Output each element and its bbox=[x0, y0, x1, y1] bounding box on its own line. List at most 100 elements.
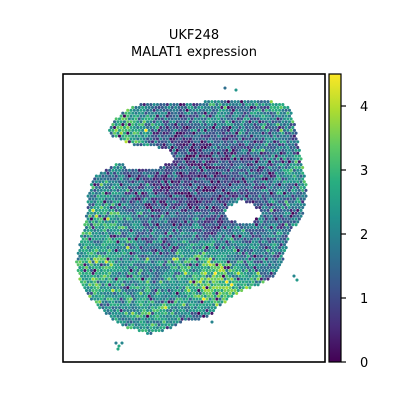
spot bbox=[134, 271, 138, 275]
spot bbox=[182, 137, 186, 141]
spot bbox=[122, 246, 126, 250]
spot bbox=[81, 260, 85, 264]
spot bbox=[136, 268, 140, 273]
spot bbox=[235, 246, 239, 250]
spot bbox=[109, 228, 113, 232]
spot bbox=[233, 180, 237, 184]
spot bbox=[264, 205, 268, 210]
spot bbox=[251, 257, 255, 261]
spot bbox=[245, 154, 249, 158]
spot bbox=[144, 328, 148, 333]
spot bbox=[226, 140, 230, 144]
spot bbox=[94, 220, 98, 224]
spot bbox=[213, 168, 217, 172]
spot bbox=[238, 143, 242, 147]
spot bbox=[157, 203, 161, 207]
spot bbox=[205, 268, 209, 273]
spot bbox=[268, 108, 272, 112]
spot bbox=[198, 286, 202, 290]
spot bbox=[91, 180, 95, 184]
spot bbox=[245, 228, 249, 232]
spot bbox=[121, 294, 125, 298]
spot bbox=[235, 228, 239, 232]
spot bbox=[243, 185, 247, 190]
spot bbox=[99, 200, 103, 204]
spot bbox=[109, 251, 113, 255]
spot bbox=[216, 248, 221, 252]
spot bbox=[190, 123, 194, 127]
spot bbox=[297, 154, 301, 158]
spot bbox=[152, 103, 156, 107]
spot bbox=[137, 231, 141, 235]
spot bbox=[226, 248, 230, 252]
spot bbox=[180, 243, 184, 247]
spot bbox=[271, 263, 275, 267]
spot bbox=[103, 234, 107, 238]
spot bbox=[152, 257, 156, 261]
spot bbox=[241, 108, 245, 112]
spot bbox=[210, 266, 214, 270]
spot bbox=[167, 323, 171, 327]
spot bbox=[132, 286, 136, 290]
spot bbox=[76, 268, 80, 273]
spot bbox=[221, 251, 225, 255]
spot bbox=[170, 208, 174, 212]
spot bbox=[139, 257, 143, 261]
spot bbox=[213, 145, 217, 150]
spot bbox=[152, 137, 156, 141]
spot bbox=[207, 180, 211, 184]
spot bbox=[121, 306, 125, 310]
spot bbox=[76, 251, 80, 255]
spot bbox=[221, 131, 225, 135]
spot bbox=[157, 260, 161, 264]
spot bbox=[119, 240, 123, 244]
spot bbox=[198, 274, 202, 278]
spot bbox=[231, 154, 235, 158]
spot bbox=[159, 246, 163, 250]
spot bbox=[141, 323, 145, 327]
spot bbox=[193, 208, 197, 212]
spot bbox=[292, 174, 296, 178]
spot bbox=[119, 194, 123, 198]
spot bbox=[164, 231, 168, 235]
spot bbox=[131, 117, 135, 121]
spot bbox=[228, 108, 232, 112]
spot bbox=[226, 111, 230, 115]
spot bbox=[248, 143, 252, 147]
spot bbox=[86, 274, 90, 278]
spot bbox=[109, 308, 113, 313]
spot bbox=[164, 208, 168, 212]
spot bbox=[220, 260, 224, 264]
spot bbox=[246, 157, 250, 161]
spot bbox=[254, 280, 258, 284]
spot bbox=[261, 188, 265, 192]
spot bbox=[187, 128, 191, 132]
spot bbox=[108, 168, 112, 172]
spot bbox=[167, 111, 171, 115]
spot bbox=[127, 248, 131, 252]
spot bbox=[96, 286, 100, 290]
spot bbox=[169, 257, 173, 261]
spot bbox=[132, 257, 136, 261]
spot bbox=[169, 108, 173, 112]
spot bbox=[179, 165, 183, 170]
spot bbox=[299, 203, 303, 207]
spot bbox=[253, 231, 257, 235]
spot bbox=[261, 240, 265, 244]
spot bbox=[236, 180, 240, 184]
spot bbox=[208, 148, 212, 152]
spot bbox=[98, 283, 102, 287]
spot bbox=[99, 251, 103, 255]
spot bbox=[254, 137, 258, 141]
spot bbox=[281, 154, 285, 158]
spot bbox=[230, 248, 234, 252]
spot bbox=[197, 288, 201, 293]
spot bbox=[131, 226, 135, 230]
spot bbox=[169, 268, 173, 273]
spot bbox=[253, 248, 257, 252]
spot bbox=[146, 194, 150, 198]
spot bbox=[195, 103, 199, 107]
spot bbox=[185, 103, 189, 107]
spot bbox=[245, 114, 249, 118]
spot bbox=[203, 168, 207, 172]
